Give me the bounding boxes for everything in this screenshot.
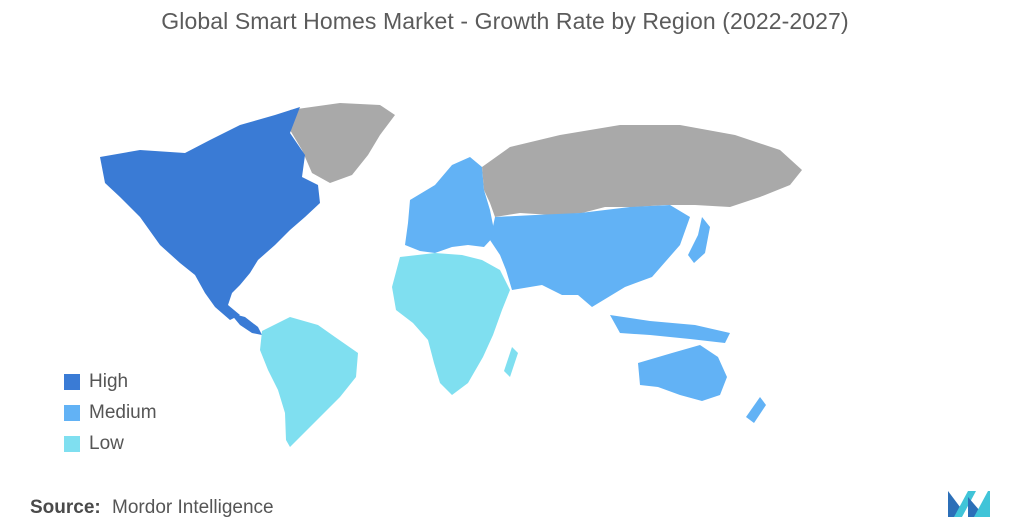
region-australia [638, 345, 727, 401]
world-map [90, 95, 950, 455]
region-central-america [230, 313, 262, 335]
region-southeast-asia [610, 315, 730, 343]
region-greenland [290, 103, 395, 183]
legend: High Medium Low [64, 366, 157, 459]
legend-label-high: High [89, 370, 129, 392]
source-label: Source: [30, 497, 101, 518]
region-madagascar [504, 347, 518, 377]
legend-swatch-low [64, 435, 80, 452]
region-new-zealand [746, 397, 766, 423]
legend-item-high: High [64, 366, 157, 397]
mordor-intelligence-logo [948, 487, 990, 517]
legend-item-medium: Medium [64, 397, 157, 428]
logo-icon [948, 491, 990, 517]
source-text: Mordor Intelligence [112, 497, 274, 518]
region-south-america [260, 317, 358, 447]
legend-swatch-medium [64, 404, 80, 421]
region-russia [482, 125, 802, 217]
source-line: Source: Mordor Intelligence [30, 497, 274, 519]
region-europe [405, 157, 495, 253]
region-japan [688, 217, 710, 263]
world-map-svg [100, 103, 802, 447]
region-asia [490, 205, 690, 307]
region-north-america [100, 107, 320, 320]
legend-label-medium: Medium [89, 401, 157, 423]
chart-title: Global Smart Homes Market - Growth Rate … [161, 8, 849, 34]
legend-swatch-high [64, 373, 80, 390]
legend-label-low: Low [89, 432, 124, 454]
region-africa [392, 253, 510, 395]
legend-item-low: Low [64, 428, 157, 459]
